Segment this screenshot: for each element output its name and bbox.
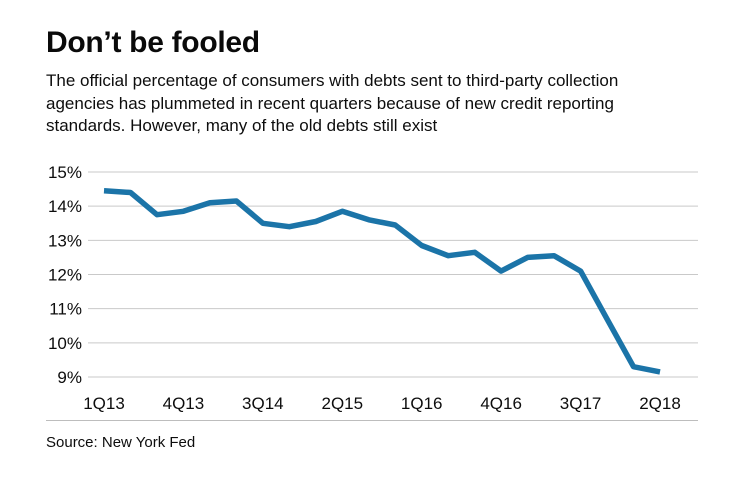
footer-divider xyxy=(46,419,698,421)
y-tick-label: 13% xyxy=(48,231,82,250)
x-tick-label: 2Q15 xyxy=(321,394,363,413)
chart-subtitle: The official percentage of consumers wit… xyxy=(46,71,619,136)
x-tick-label: 1Q16 xyxy=(401,394,443,413)
y-tick-label: 15% xyxy=(48,163,82,182)
x-tick-label: 4Q16 xyxy=(480,394,522,413)
x-tick-label: 4Q13 xyxy=(163,394,205,413)
y-tick-label: 11% xyxy=(49,299,82,318)
x-tick-label: 3Q14 xyxy=(242,394,284,413)
x-tick-label: 3Q17 xyxy=(560,394,602,413)
x-tick-label: 1Q13 xyxy=(83,394,125,413)
y-tick-label: 14% xyxy=(48,197,82,216)
source-note: Source: New York Fed xyxy=(46,433,196,451)
series-line-collections-rate xyxy=(103,187,661,375)
x-tick-label: 2Q18 xyxy=(639,394,681,413)
y-tick-label: 12% xyxy=(48,265,82,284)
line-chart: 15% 14% 13% 12% 11% 10% 9%1Q13 4Q13 3Q14 2Q15 1Q16… xyxy=(48,163,698,413)
chart-title: Don’t be fooled xyxy=(46,26,260,59)
y-tick-label: 9% xyxy=(57,368,82,387)
y-tick-label: 10% xyxy=(48,334,82,353)
